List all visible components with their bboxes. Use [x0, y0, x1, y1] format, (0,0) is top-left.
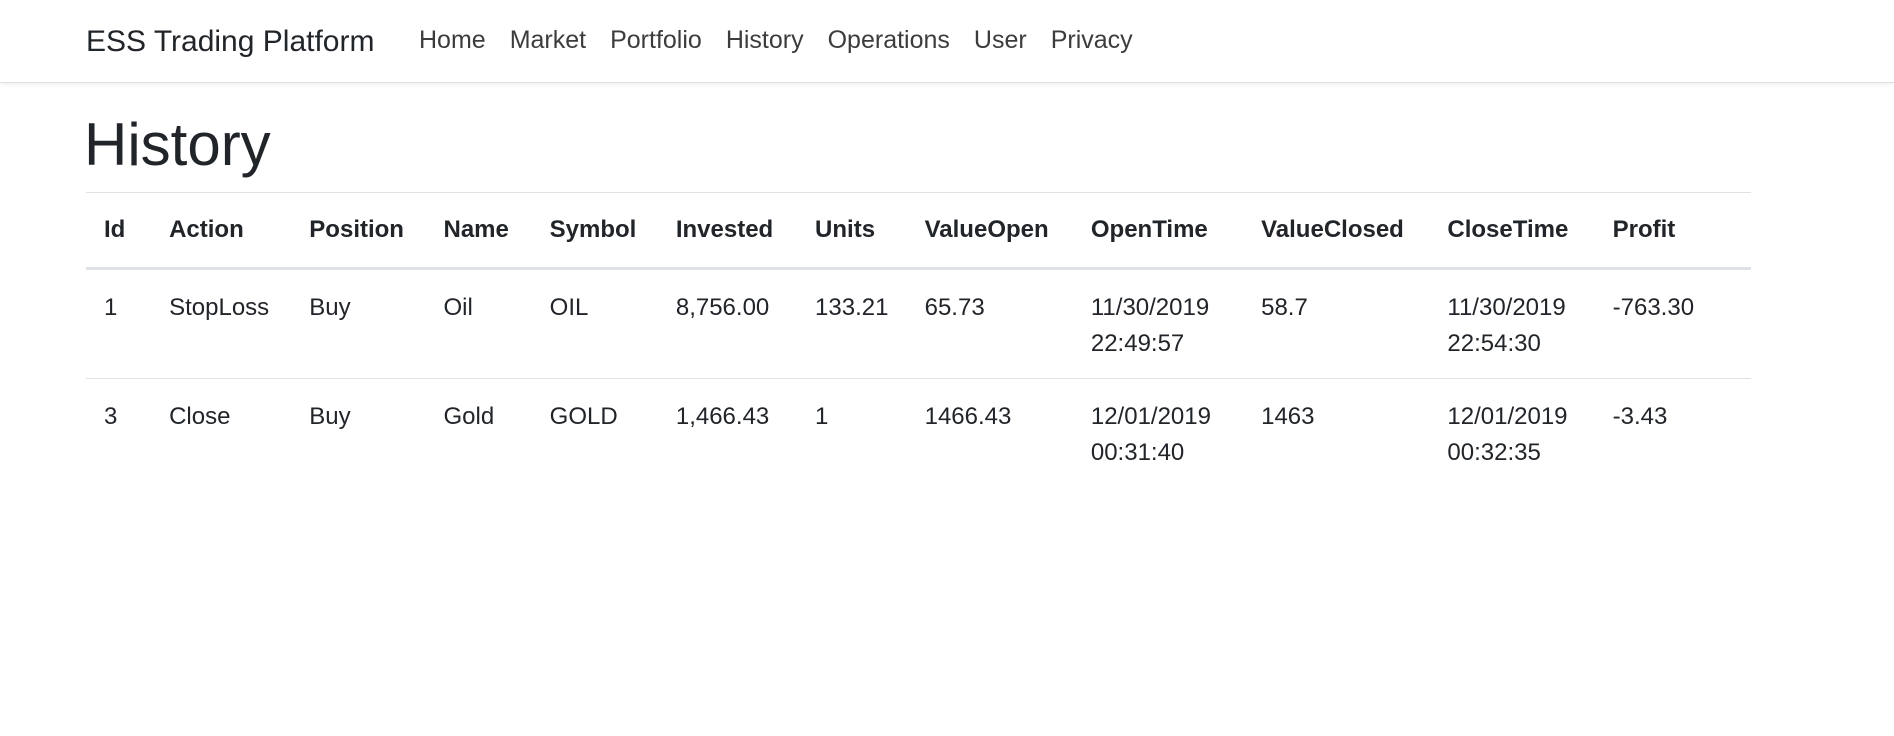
header-value-closed: ValueClosed — [1243, 192, 1430, 270]
cell-name: Gold — [443, 403, 495, 430]
nav-user[interactable]: User — [973, 26, 1027, 54]
cell-value-open: 1466.43 — [924, 403, 1012, 430]
nav-operations[interactable]: Operations — [827, 26, 950, 54]
cell-id: 3 — [104, 403, 118, 430]
header-units: Units — [797, 192, 907, 270]
cell-position: Buy — [291, 268, 426, 379]
header-value-open: ValueOpen — [906, 192, 1073, 270]
cell-units: 1 — [815, 403, 829, 430]
cell-invested: 1,466.43 — [675, 403, 770, 430]
history-table: Id Action Position Name Symbol Invested … — [86, 192, 1751, 487]
cell-units: 133.21 — [797, 268, 907, 379]
header-position: Position — [291, 192, 426, 270]
header-open-time: OpenTime — [1072, 192, 1244, 270]
cell-symbol: OIL — [531, 268, 658, 379]
cell-close-time: 11/30/2019 22:54:30 — [1429, 268, 1595, 379]
cell-invested: 8,756.00 — [657, 268, 798, 379]
nav-portfolio[interactable]: Portfolio — [610, 26, 702, 54]
nav-home[interactable]: Home — [419, 26, 486, 54]
nav-privacy[interactable]: Privacy — [1050, 26, 1133, 54]
brand-link[interactable]: ESS Trading Platform — [86, 25, 375, 58]
table-row: 3 Close Buy Gold GOLD 1,466.43 1 1466.43… — [86, 379, 1751, 488]
nav-history[interactable]: History — [725, 26, 804, 54]
header-invested: Invested — [657, 192, 798, 270]
page-title: History — [84, 111, 271, 178]
cell-action: Close — [169, 403, 231, 430]
table-row: 1 StopLoss Buy Oil OIL 8,756.00 133.21 6… — [86, 268, 1751, 379]
cell-value-closed: 1463 — [1261, 403, 1315, 430]
cell-profit: -763.30 — [1594, 268, 1751, 379]
cell-id: 1 — [86, 268, 152, 379]
nav-market[interactable]: Market — [509, 26, 587, 54]
cell-action: StopLoss — [151, 268, 292, 379]
nav-menu: Home Market Portfolio History Operations… — [407, 22, 1145, 58]
cell-position: Buy — [309, 403, 351, 430]
header-profit: Profit — [1594, 192, 1751, 270]
cell-open-time: 11/30/2019 22:49:57 — [1072, 268, 1244, 379]
cell-name: Oil — [425, 268, 532, 379]
cell-close-time: 12/01/2019 00:32:35 — [1447, 403, 1568, 466]
header-symbol: Symbol — [531, 192, 658, 270]
header-name: Name — [425, 192, 532, 270]
cell-value-closed: 58.7 — [1243, 268, 1430, 379]
header-close-time: CloseTime — [1429, 192, 1595, 270]
cell-profit: -3.43 — [1612, 403, 1668, 430]
table-header-row: Id Action Position Name Symbol Invested … — [86, 192, 1751, 270]
header-action: Action — [151, 192, 292, 270]
cell-value-open: 65.73 — [906, 268, 1073, 379]
top-navbar: ESS Trading Platform Home Market Portfol… — [0, 0, 1894, 83]
cell-symbol: GOLD — [549, 403, 618, 430]
cell-open-time: 12/01/2019 00:31:40 — [1090, 403, 1211, 466]
header-id: Id — [86, 192, 152, 270]
